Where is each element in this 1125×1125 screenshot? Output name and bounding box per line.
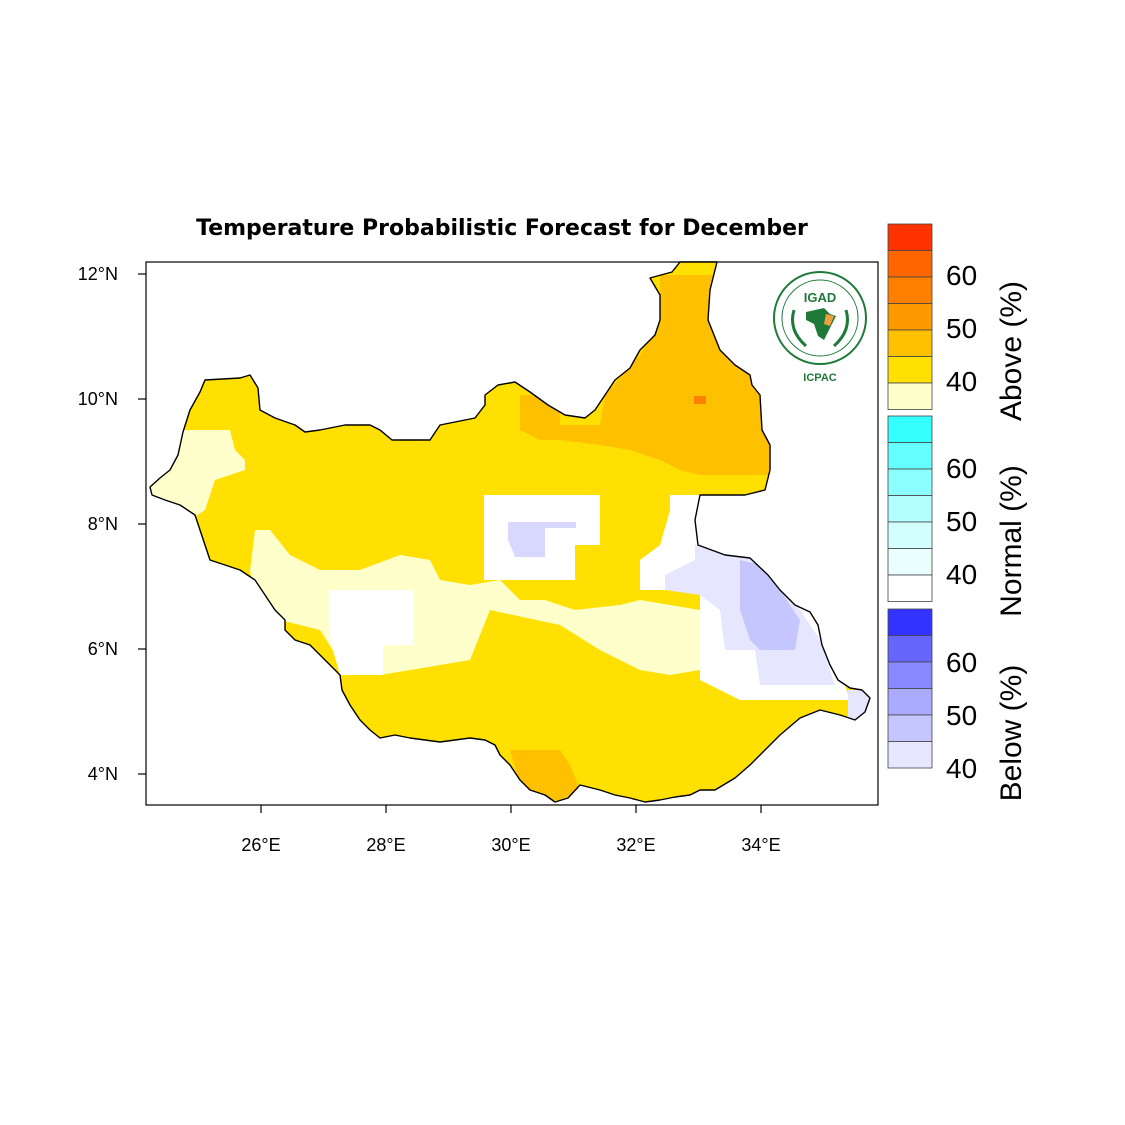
colorbar-label: 40 [946,559,978,590]
colorbars [887,223,933,769]
logo-top-text: IGAD [804,290,837,305]
country-border [149,261,871,803]
map-title: Temperature Probabilistic Forecast for D… [196,216,808,241]
colorbar-swatch [887,442,933,470]
lon-tick-label: 30°E [491,835,531,855]
lon-tick-label: 34°E [741,835,781,855]
colorbar-swatch [887,714,933,742]
logo-inner-ring [781,279,859,357]
colorbar-swatch [887,574,933,602]
lon-tick-label: 32°E [616,835,656,855]
colorbar-swatch [887,415,933,443]
colorbar-label: 50 [946,700,978,731]
colorbar-swatch [887,250,933,278]
colorbar-swatch [887,635,933,663]
logo-wreath-left [791,309,808,348]
logo-igad-region-icon [824,314,834,326]
colorbar-label: 60 [946,260,978,291]
colorbar-label: 60 [946,453,978,484]
colorbar-swatch [887,223,933,251]
field-normal-west [330,590,413,675]
lat-tick-label: 4°N [87,764,118,784]
field-above-55-spot [694,396,706,404]
colorbar-swatch [887,608,933,636]
colorbar-swatch [887,276,933,304]
colorbar-swatch [887,356,933,384]
lat-tick-label: 8°N [87,514,118,534]
colorbar-swatch [887,329,933,357]
lon-tick-label: 26°E [241,835,281,855]
colorbar-swatch [887,521,933,549]
colorbar-label: 50 [946,313,978,344]
colorbar-swatch [887,741,933,769]
icpac-logo: IGAD ICPAC [773,271,867,384]
colorbar-label: 40 [946,366,978,397]
lon-tick-label: 28°E [366,835,406,855]
colorbar-swatch [887,688,933,716]
colorbar-label: 40 [946,753,978,784]
colorbar-title-below: Below (%) [995,664,1028,802]
colorbar-swatch [887,495,933,523]
colorbar-swatch [887,548,933,576]
colorbar-label: 60 [946,647,978,678]
logo-bottom-text: ICPAC [803,372,836,384]
lat-tick-label: 6°N [87,639,118,659]
axis-ticks [138,273,762,813]
logo-wreath-right [832,309,849,348]
field-below-45 [740,560,800,650]
colorbar-swatch [887,468,933,496]
lat-tick-label: 12°N [77,264,118,284]
colorbar-swatch [887,303,933,331]
colorbar-label: 50 [946,506,978,537]
colorbar-swatch [887,382,933,410]
field-below-40-center [508,522,576,557]
field-above-45-ne [520,275,770,475]
colorbar-swatch [887,661,933,689]
lat-tick-label: 10°N [77,389,118,409]
